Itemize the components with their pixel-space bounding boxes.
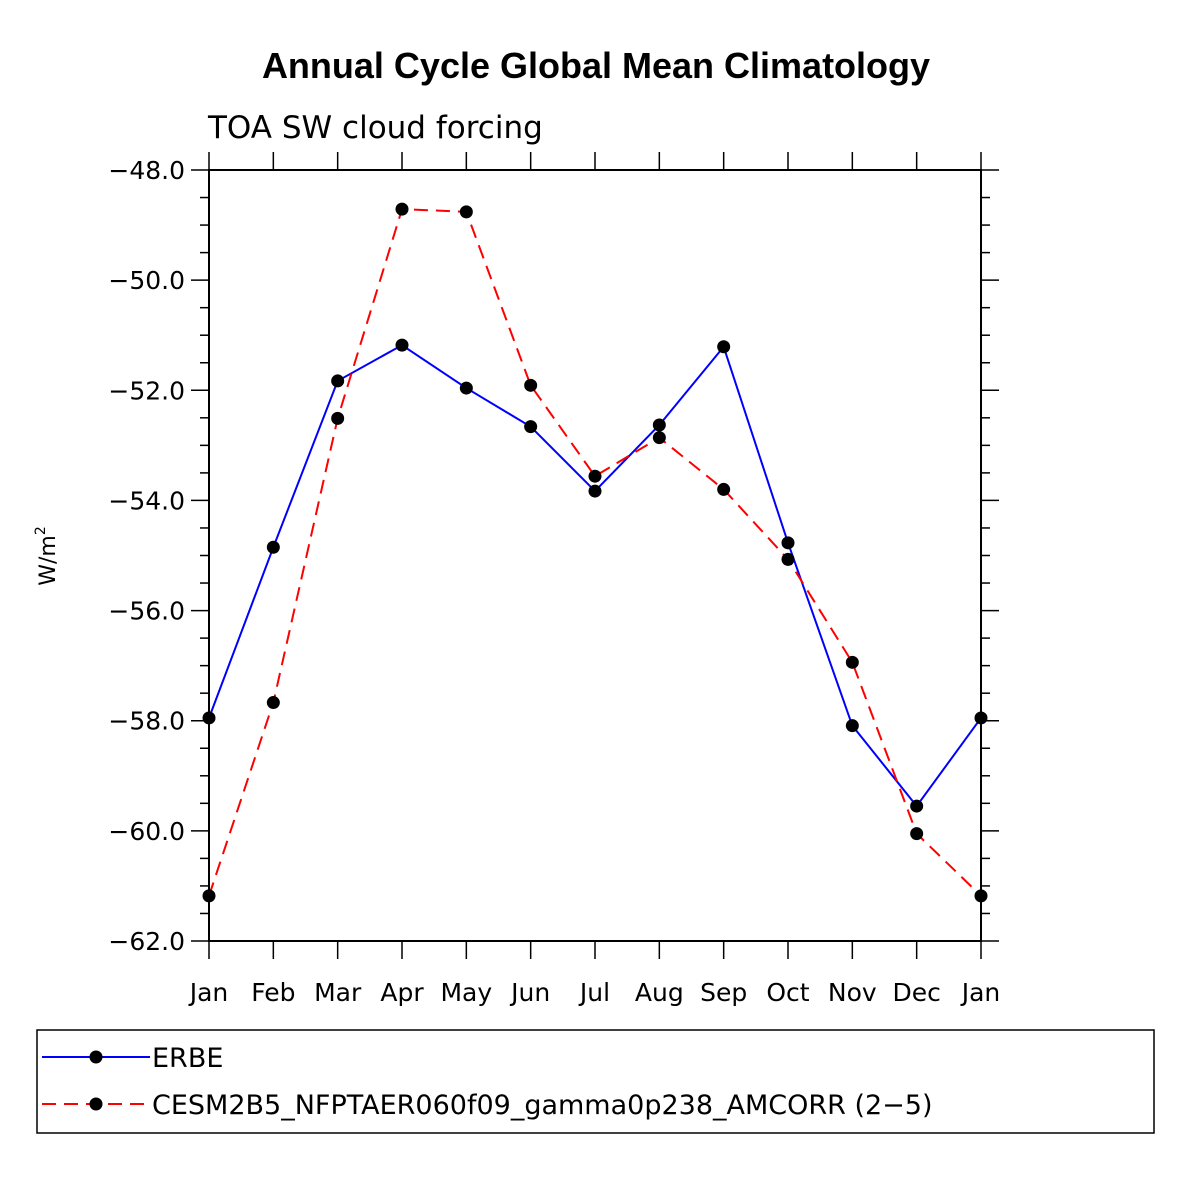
y-tick-label: −58.0	[108, 707, 185, 736]
data-point	[588, 484, 602, 498]
data-point	[524, 420, 538, 434]
svg-text:W/m2: W/m2	[33, 526, 61, 586]
legend-label: CESM2B5_NFPTAER060f09_gamma0p238_AMCORR …	[152, 1090, 933, 1121]
series-line	[208, 208, 982, 897]
legend-marker	[89, 1050, 103, 1064]
y-tick-label: −52.0	[108, 376, 185, 405]
legend-box	[36, 1029, 1155, 1134]
series-line	[208, 343, 982, 808]
chart-title: Annual Cycle Global Mean Climatology	[262, 45, 930, 86]
data-point	[459, 381, 473, 395]
x-tick-label: Aug	[635, 978, 684, 1007]
x-tick-label: Sep	[700, 978, 747, 1007]
chart-subtitle: TOA SW cloud forcing	[207, 110, 543, 146]
data-point	[524, 378, 538, 392]
data-point	[845, 655, 859, 669]
x-tick-label: Jan	[960, 978, 1001, 1007]
data-point	[781, 536, 795, 550]
x-tick-label: Jun	[509, 978, 550, 1007]
data-point	[910, 827, 924, 841]
data-point	[652, 418, 666, 432]
data-point	[717, 340, 731, 354]
data-point	[781, 552, 795, 566]
y-axis-label-superscript: 2	[33, 526, 49, 535]
data-point	[652, 431, 666, 445]
data-point	[717, 482, 731, 496]
data-point	[588, 469, 602, 483]
plot-frame	[208, 169, 982, 942]
data-point	[845, 719, 859, 733]
x-tick-label: Apr	[380, 978, 424, 1007]
y-tick-label: −50.0	[108, 266, 185, 295]
y-tick-label: −54.0	[108, 486, 185, 515]
data-point	[331, 411, 345, 425]
x-tick-label: Nov	[828, 978, 877, 1007]
y-axis-label: W/m2	[33, 526, 61, 586]
legend-marker	[89, 1097, 103, 1111]
data-point	[395, 202, 409, 216]
x-tick-label: Dec	[892, 978, 940, 1007]
series-0	[202, 338, 988, 813]
legend-label: ERBE	[152, 1043, 223, 1074]
x-tick-label: Jul	[578, 978, 610, 1007]
y-tick-label: −48.0	[108, 156, 185, 185]
x-tick-label: Mar	[314, 978, 362, 1007]
y-tick-label: −62.0	[108, 927, 185, 956]
data-point	[266, 696, 280, 710]
y-tick-label: −60.0	[108, 817, 185, 846]
data-point	[459, 205, 473, 219]
x-tick-label: Jan	[188, 978, 229, 1007]
y-tick-label: −56.0	[108, 597, 185, 626]
data-point	[910, 799, 924, 813]
x-tick-label: Oct	[766, 978, 809, 1007]
data-point	[395, 338, 409, 352]
x-tick-label: Feb	[251, 978, 295, 1007]
data-point	[331, 374, 345, 388]
series-1	[202, 202, 988, 903]
y-axis-label-text: W/m	[36, 535, 61, 586]
legend: ERBE CESM2B5_NFPTAER060f09_gamma0p238_AMC…	[36, 1029, 1155, 1134]
x-tick-label: May	[440, 978, 492, 1007]
data-point	[266, 540, 280, 554]
